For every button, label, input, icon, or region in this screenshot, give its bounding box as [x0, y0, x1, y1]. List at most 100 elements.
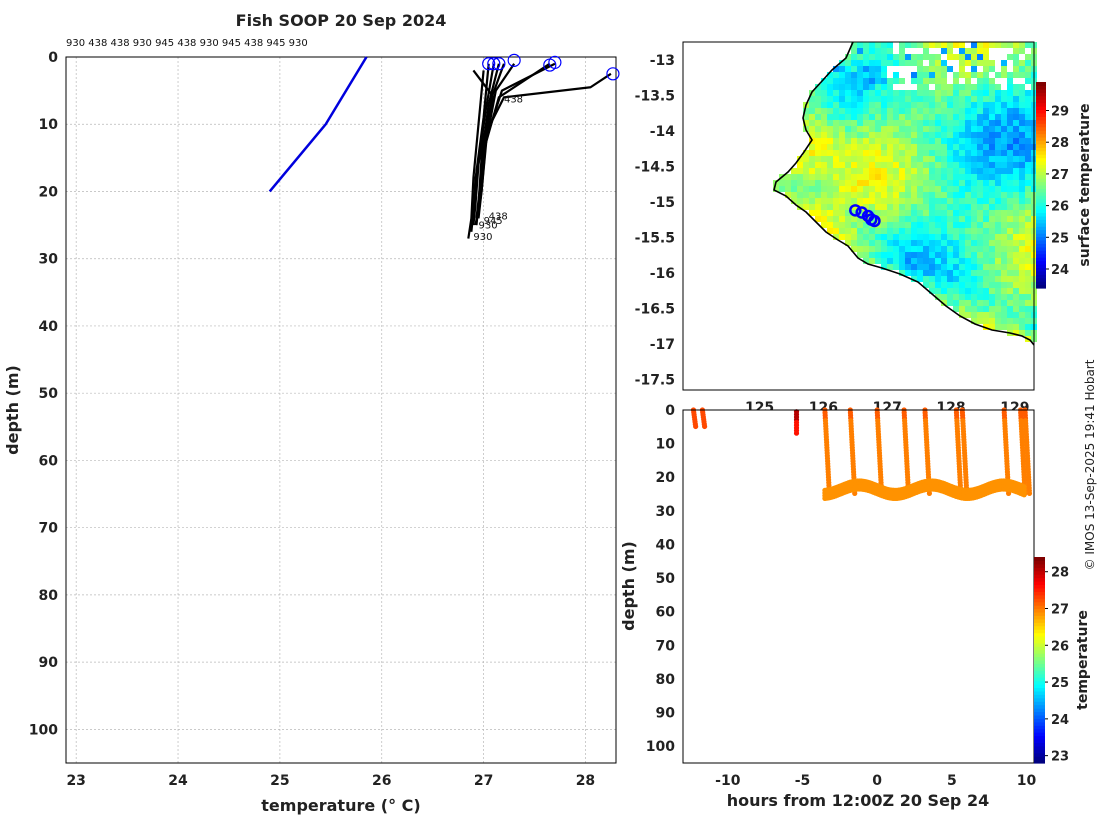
sst-cell: [1025, 150, 1031, 156]
sst-cell: [905, 102, 911, 108]
x-tick-label: 24: [168, 773, 188, 789]
sst-cell: [923, 174, 929, 180]
sst-cell: [1007, 138, 1013, 144]
sst-cell: [803, 162, 809, 168]
sst-cell: [845, 228, 851, 234]
sst-cell: [995, 282, 1001, 288]
sst-cell: [953, 174, 959, 180]
sst-cell: [935, 216, 941, 222]
sst-cell: [1019, 252, 1025, 258]
sst-cell: [959, 168, 965, 174]
sst-cell: [947, 114, 953, 120]
sst-cell: [911, 186, 917, 192]
sst-cell: [1013, 222, 1019, 228]
colorbar-segment: [1034, 701, 1045, 706]
sst-cell: [953, 186, 959, 192]
sst-cell: [791, 186, 797, 192]
sst-cell: [971, 222, 977, 228]
sst-cell: [839, 162, 845, 168]
sst-cell: [911, 132, 917, 138]
sst-cell: [935, 204, 941, 210]
colorbar-segment: [1036, 181, 1046, 186]
sst-cell: [857, 132, 863, 138]
colorbar-segment: [1036, 147, 1046, 152]
sst-cell: [1007, 288, 1013, 294]
sst-cell: [785, 180, 791, 186]
hours-tick-label: 10: [1017, 773, 1037, 789]
sst-cell: [989, 174, 995, 180]
colorbar-segment: [1034, 577, 1045, 582]
latitude-tick-label: -13.5: [635, 88, 675, 104]
sst-cell: [971, 72, 977, 78]
sst-cell: [911, 192, 917, 198]
sst-cell: [923, 132, 929, 138]
sst-cell: [977, 180, 983, 186]
sst-cell: [1025, 180, 1031, 186]
sst-cell: [929, 228, 935, 234]
sst-cell: [947, 90, 953, 96]
sst-cell: [869, 114, 875, 120]
sst-cell: [797, 156, 803, 162]
sst-cell: [953, 276, 959, 282]
colorbar-tick-label: 28: [1051, 136, 1069, 151]
colorbar-segment: [1036, 157, 1046, 162]
sst-cell: [857, 114, 863, 120]
sst-cell: [965, 120, 971, 126]
sst-cell: [881, 168, 887, 174]
sst-cell: [857, 66, 863, 72]
profile-line: [475, 72, 612, 219]
colorbar-segment: [1034, 735, 1045, 740]
sst-cell: [989, 108, 995, 114]
sst-cell: [881, 66, 887, 72]
sst-cell: [989, 318, 995, 324]
colorbar-segment: [1036, 257, 1046, 262]
sst-cell: [857, 60, 863, 66]
sst-cell: [947, 192, 953, 198]
sst-cell: [941, 66, 947, 72]
sst-cell: [917, 180, 923, 186]
sst-cell: [857, 72, 863, 78]
sst-cell: [917, 258, 923, 264]
sst-cell: [809, 126, 815, 132]
sst-cell: [989, 288, 995, 294]
sst-cell: [929, 252, 935, 258]
sst-cell: [953, 282, 959, 288]
sst-cell: [1001, 192, 1007, 198]
sst-cell: [899, 54, 905, 60]
sst-cell: [917, 42, 923, 48]
sst-cell: [1007, 216, 1013, 222]
sst-cell: [959, 234, 965, 240]
sst-cell: [953, 306, 959, 312]
depth-tick-label: 10: [656, 437, 676, 453]
sst-cell: [803, 120, 809, 126]
sst-cell: [935, 186, 941, 192]
sst-cell: [1007, 120, 1013, 126]
sst-cell: [1019, 144, 1025, 150]
sst-cell: [923, 84, 929, 90]
sst-cell: [905, 216, 911, 222]
sst-cell: [989, 258, 995, 264]
sst-cell: [1013, 132, 1019, 138]
sst-cell: [983, 306, 989, 312]
sst-cell: [887, 228, 893, 234]
sst-cell: [899, 270, 905, 276]
depth-tick-label: 30: [656, 504, 676, 520]
sst-cell: [971, 216, 977, 222]
sst-cell: [965, 132, 971, 138]
sst-cell: [983, 150, 989, 156]
sst-cell: [989, 162, 995, 168]
sst-cell: [959, 42, 965, 48]
sst-cell: [989, 216, 995, 222]
sst-cell: [821, 90, 827, 96]
sst-cell: [917, 84, 923, 90]
sst-cell: [1007, 264, 1013, 270]
sst-cell: [971, 192, 977, 198]
sst-cell: [851, 216, 857, 222]
sst-cell: [953, 84, 959, 90]
sst-cell: [1019, 288, 1025, 294]
sst-cell: [947, 156, 953, 162]
sst-cell: [935, 198, 941, 204]
colorbar-segment: [1036, 130, 1046, 135]
sst-cell: [1013, 174, 1019, 180]
sst-cell: [995, 114, 1001, 120]
